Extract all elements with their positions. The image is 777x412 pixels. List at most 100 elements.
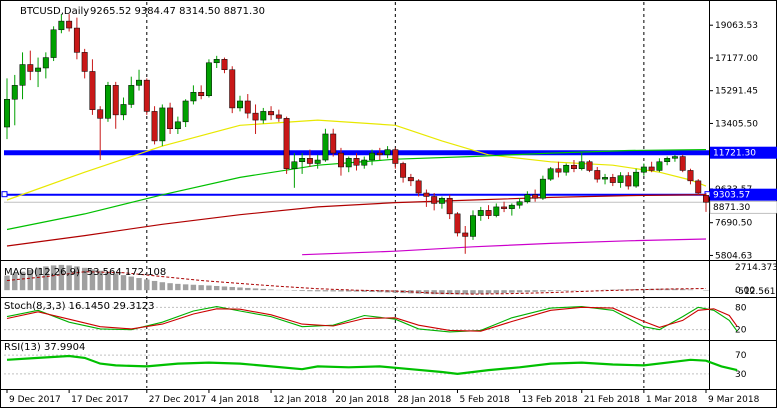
moving-average-200 <box>6 194 707 247</box>
bull-candle <box>50 26 57 62</box>
stochastic-axis-label: 20 <box>735 326 747 336</box>
bear-candle <box>609 173 616 187</box>
bear-candle <box>570 160 577 173</box>
candle-body <box>19 64 26 86</box>
bull-candle <box>190 85 197 105</box>
bull-candle <box>369 149 376 166</box>
bear-candle <box>695 179 702 195</box>
bull-candle <box>633 168 640 188</box>
date-tick-label: 27 Dec 2017 <box>149 395 207 405</box>
candle-body <box>182 100 189 123</box>
bull-candle <box>58 14 65 34</box>
bull-candle <box>508 203 515 216</box>
candle-body <box>361 159 368 166</box>
bear-candle <box>112 81 119 129</box>
candle-body <box>532 194 539 199</box>
candle-body <box>687 170 694 182</box>
candle-body <box>229 69 236 109</box>
bear-candle <box>703 193 709 212</box>
bull-candle <box>470 210 476 240</box>
candle-body <box>136 79 143 86</box>
date-tick-label: 5 Feb 2018 <box>459 395 510 405</box>
bull-candle <box>182 99 189 128</box>
bull-candle <box>159 104 166 147</box>
rsi-label: RSI(13) 37.9904 <box>4 342 85 353</box>
candle-body <box>671 156 678 159</box>
candle-body <box>384 149 391 156</box>
bull-candle <box>547 166 554 181</box>
candle-body <box>648 166 655 171</box>
candle-body <box>50 29 57 58</box>
bear-candle <box>687 168 694 185</box>
candle-body <box>330 133 337 154</box>
candle-body <box>617 175 624 183</box>
bull-candle <box>563 163 570 176</box>
candle-body <box>547 168 554 180</box>
bull-candle <box>260 107 267 124</box>
bull-candle <box>174 116 181 134</box>
candle-body <box>431 196 438 204</box>
candle-body <box>11 85 18 100</box>
candle-body <box>415 180 422 194</box>
candle-body <box>485 210 492 216</box>
bull-candle <box>640 163 647 176</box>
bull-candle <box>477 206 484 221</box>
bull-candle <box>314 154 321 169</box>
candle-body <box>462 232 469 237</box>
date-tick-label: 17 Dec 2017 <box>71 395 129 405</box>
bull-candle <box>384 146 391 159</box>
bear-candle <box>454 212 461 237</box>
bear-candle <box>679 154 686 173</box>
level-price-tag <box>710 188 777 201</box>
macd-panel: 2714.373 0.00-512.561 <box>4 263 777 297</box>
bear-candle <box>407 173 414 187</box>
candle-body <box>112 85 119 116</box>
candle-body <box>602 177 609 180</box>
candle-body <box>407 177 414 182</box>
level-price-tag <box>710 146 777 159</box>
bear-candle <box>73 17 80 60</box>
level-anchor-left <box>1 191 8 198</box>
bull-candle <box>617 172 624 188</box>
macd-axis-label: 2714.373 <box>735 263 777 273</box>
candle-body <box>609 177 616 183</box>
candle-body <box>695 180 702 194</box>
bear-candle <box>400 161 407 183</box>
candle-body <box>438 197 445 204</box>
bear-candle <box>89 59 96 115</box>
bull-candle <box>205 59 212 98</box>
candle-body <box>35 67 42 72</box>
moving-average-long <box>302 238 707 256</box>
candle-body <box>4 98 10 128</box>
candle-body <box>633 171 640 187</box>
candle-body <box>703 195 709 203</box>
bear-candle <box>143 78 150 115</box>
bear-candle <box>221 57 228 74</box>
rsi-line <box>6 354 738 376</box>
bull-candle <box>35 57 42 88</box>
candle-body <box>275 114 282 119</box>
candle-body <box>470 215 476 237</box>
current-price-tag <box>709 200 777 214</box>
candle-body <box>120 104 127 116</box>
bear-candle <box>283 116 290 174</box>
bull-candle <box>664 156 671 166</box>
candle-body <box>143 79 150 112</box>
bear-candle <box>594 166 601 183</box>
bear-candle <box>244 94 251 119</box>
bear-candle <box>353 153 360 171</box>
bull-candle <box>345 156 352 173</box>
bull-candle <box>213 55 220 68</box>
bull-candle <box>104 81 111 122</box>
candle-body <box>268 111 275 116</box>
date-tick-label: 4 Jan 2018 <box>211 395 259 405</box>
bull-candle <box>4 78 10 140</box>
macd-signal-line <box>6 271 707 295</box>
candle-body <box>291 161 298 169</box>
bull-candle <box>11 74 18 126</box>
date-tick-label: 12 Jan 2018 <box>273 395 327 405</box>
bear-candle <box>462 226 469 254</box>
bear-candle <box>625 172 632 190</box>
